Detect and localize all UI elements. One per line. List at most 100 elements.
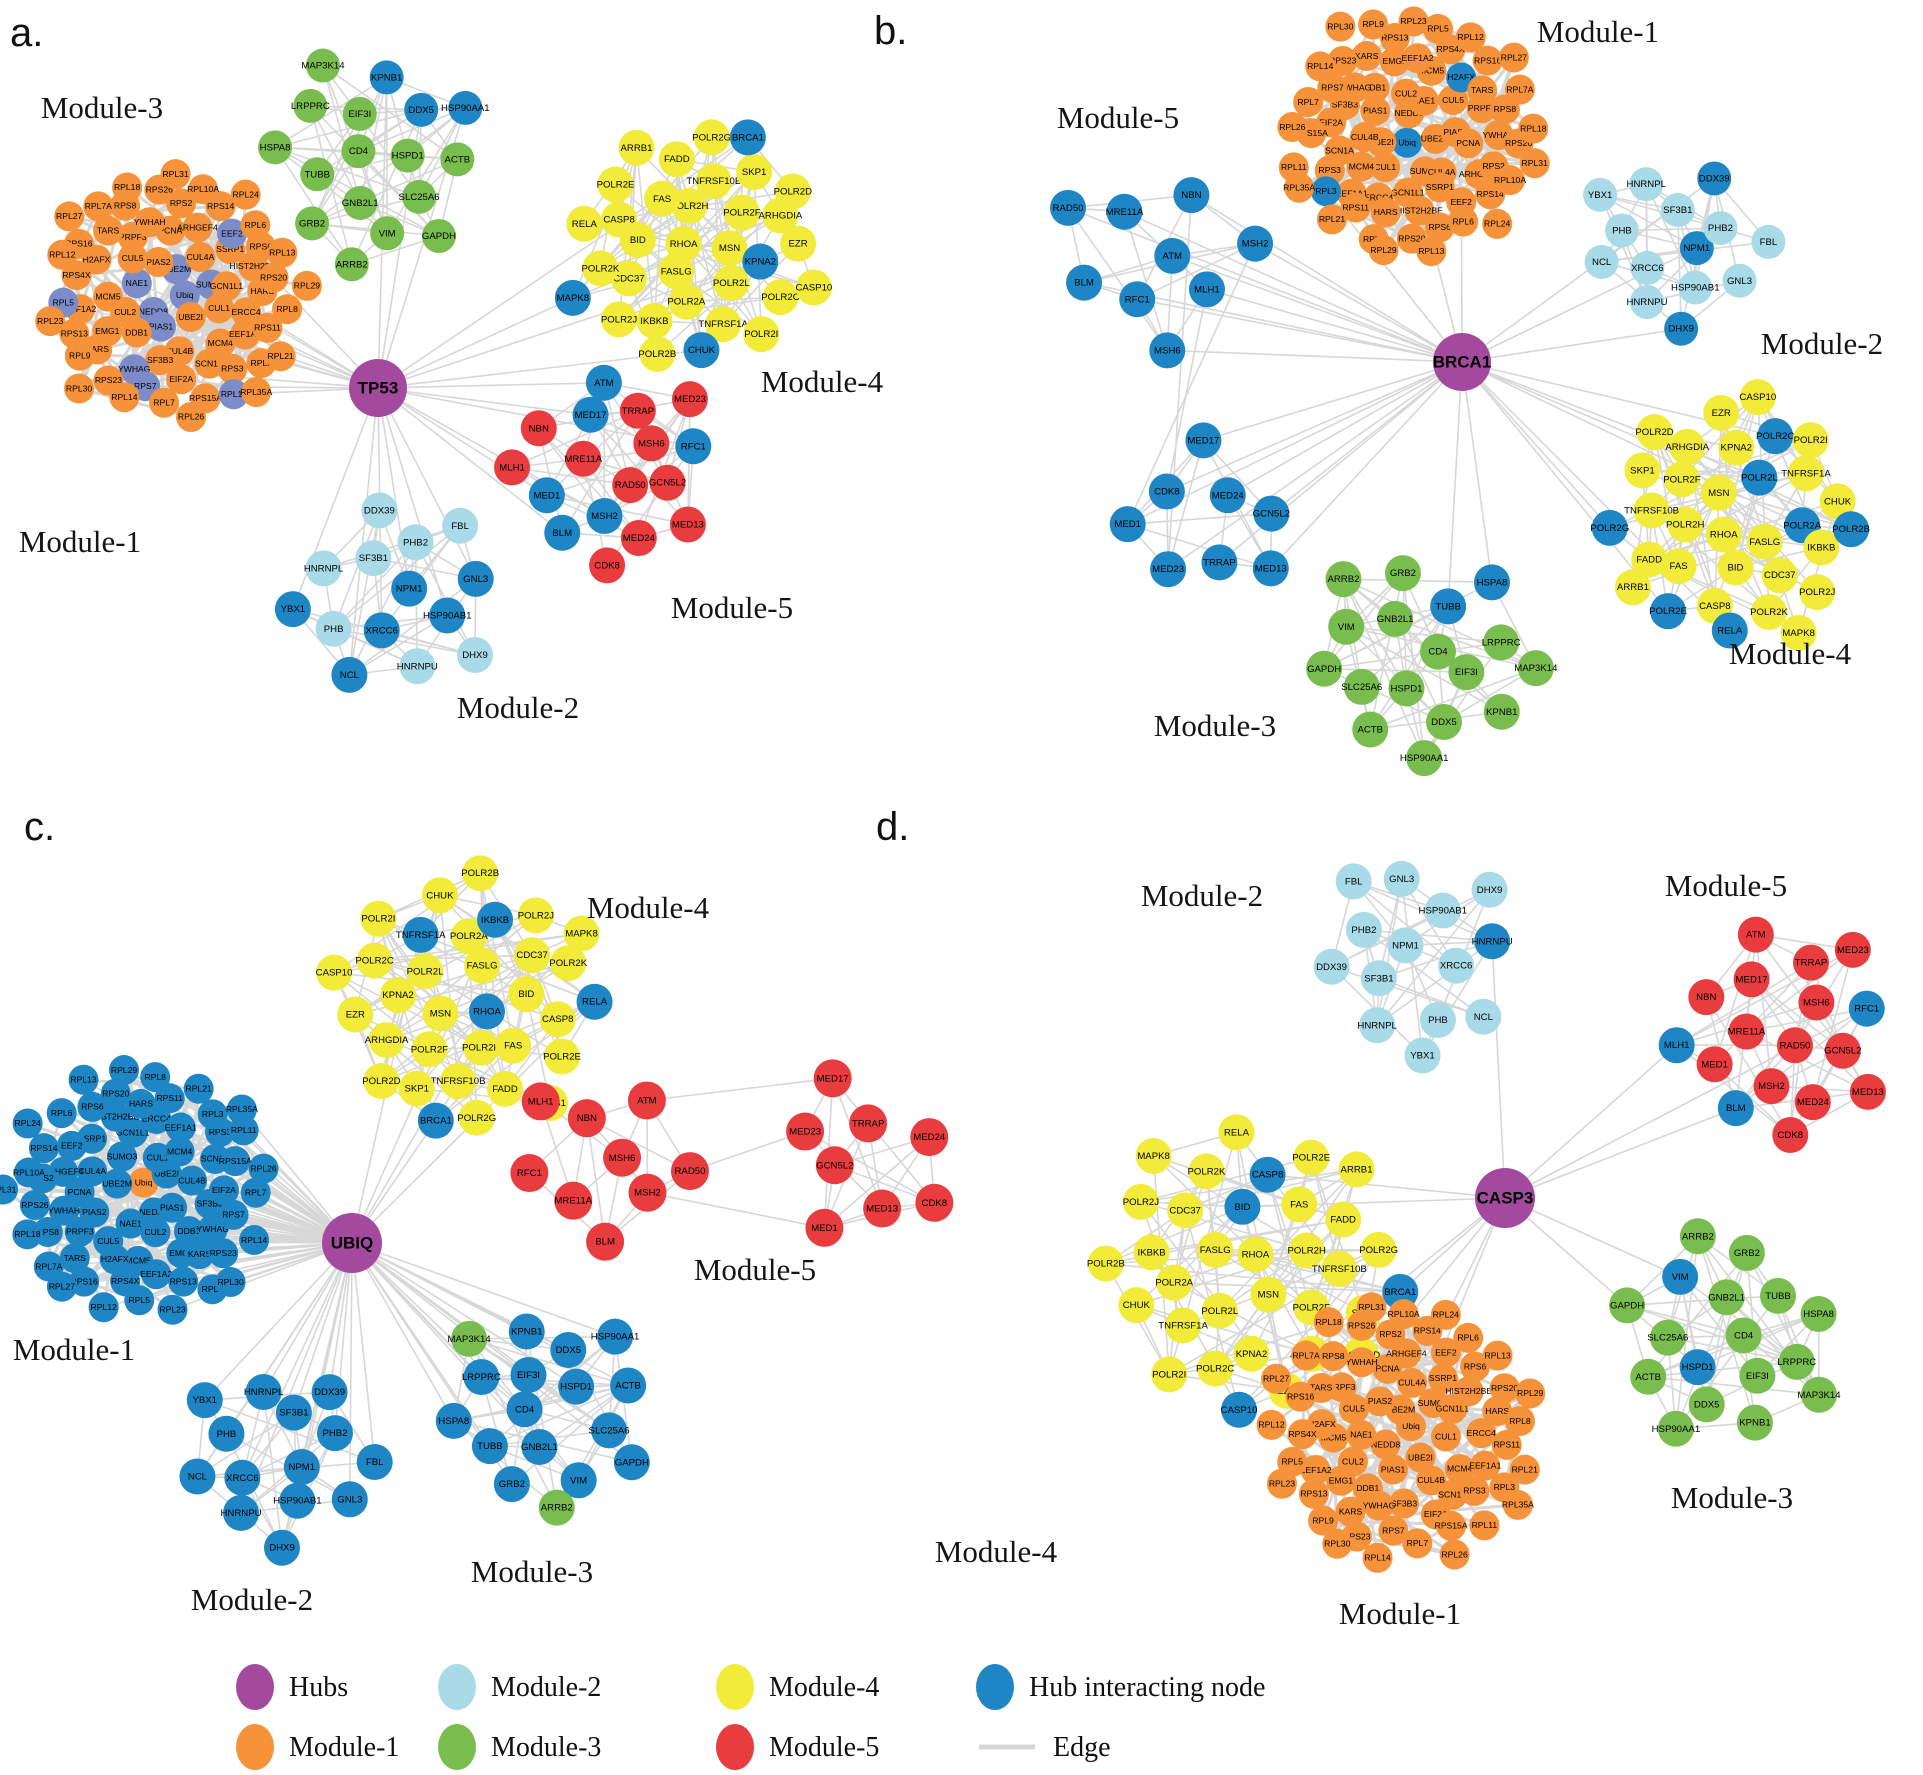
hub-CASP3[interactable] — [1475, 1168, 1535, 1228]
node-RPS4X[interactable] — [1287, 1419, 1318, 1450]
node-HARS[interactable] — [1370, 197, 1401, 228]
node-MSH6[interactable] — [633, 425, 670, 462]
node-HSPA8[interactable] — [1473, 564, 1510, 601]
node-CASP10[interactable] — [1739, 379, 1776, 416]
node-POLR2I[interactable] — [360, 900, 397, 937]
node-CDK8[interactable] — [1772, 1116, 1809, 1153]
node-RPL13[interactable] — [1416, 236, 1447, 267]
node-RPS15A[interactable] — [220, 1146, 251, 1177]
node-POLR2H[interactable] — [671, 187, 708, 224]
node-CHUK[interactable] — [1118, 1287, 1155, 1324]
node-MSN[interactable] — [422, 995, 459, 1032]
node-TRRAP[interactable] — [1793, 944, 1830, 981]
node-HSPD1[interactable] — [1679, 1349, 1716, 1386]
node-RPS7[interactable] — [218, 1199, 249, 1230]
node-RPL35A[interactable] — [241, 377, 272, 408]
node-DDX39[interactable] — [1697, 161, 1732, 196]
node-SF3B3[interactable] — [145, 345, 176, 376]
node-POLR2B[interactable] — [639, 335, 676, 372]
node-RPL26[interactable] — [1439, 1539, 1470, 1570]
node-POLR2K[interactable] — [582, 250, 619, 287]
node-RPL11[interactable] — [1469, 1510, 1500, 1541]
node-RPL31[interactable] — [1356, 1292, 1387, 1323]
node-MAP3K14[interactable] — [1801, 1376, 1838, 1413]
node-TNFRSF1A[interactable] — [1787, 455, 1824, 492]
node-RPL24[interactable] — [1430, 1299, 1461, 1330]
node-IKBKB[interactable] — [1803, 529, 1840, 566]
node-PCNA[interactable] — [1453, 128, 1484, 159]
node-FBL[interactable] — [1335, 863, 1372, 900]
node-YBX1[interactable] — [1404, 1037, 1441, 1074]
node-ARRB1[interactable] — [1614, 569, 1651, 606]
node-EIF3I[interactable] — [1448, 654, 1485, 691]
node-MAPK8[interactable] — [1135, 1137, 1172, 1174]
hub-UBIQ[interactable] — [322, 1213, 382, 1273]
node-RELA[interactable] — [566, 205, 603, 242]
node-MED23[interactable] — [786, 1112, 825, 1151]
node-POLR2E[interactable] — [1293, 1139, 1330, 1176]
node-BLM[interactable] — [544, 514, 581, 551]
node-CDK8[interactable] — [589, 547, 626, 584]
node-CD4[interactable] — [1420, 633, 1457, 670]
node-NBN[interactable] — [1173, 177, 1210, 214]
node-RAD50[interactable] — [670, 1152, 709, 1191]
node-HIST2H2BE[interactable] — [100, 1101, 131, 1132]
node-XRCC6[interactable] — [1438, 947, 1475, 984]
node-KPNB1[interactable] — [1483, 693, 1520, 730]
node-KPNA2[interactable] — [380, 977, 417, 1014]
node-RPS3[interactable] — [217, 353, 248, 384]
node-RFC1[interactable] — [510, 1154, 549, 1193]
node-PHB2[interactable] — [1703, 211, 1738, 246]
node-ARRB1[interactable] — [618, 129, 655, 166]
node-HARS[interactable] — [1482, 1396, 1513, 1427]
node-GCN5L2[interactable] — [1824, 1032, 1861, 1069]
node-RPL30[interactable] — [64, 373, 95, 404]
node-RPL12[interactable] — [88, 1292, 119, 1323]
node-RPL13[interactable] — [267, 237, 298, 268]
node-KPNB1[interactable] — [508, 1313, 545, 1350]
node-POLR2A[interactable] — [1156, 1264, 1193, 1301]
node-TUBB[interactable] — [1760, 1277, 1797, 1314]
node-MRE11A[interactable] — [554, 1181, 593, 1220]
node-HSP90AB1[interactable] — [429, 597, 466, 634]
node-RPS16[interactable] — [1285, 1381, 1316, 1412]
node-TRRAP[interactable] — [1201, 544, 1238, 581]
node-DDX39[interactable] — [361, 492, 398, 529]
node-EZR[interactable] — [337, 996, 374, 1033]
node-RPL7A[interactable] — [1504, 74, 1535, 105]
node-NAE1[interactable] — [121, 268, 152, 299]
node-RPL3[interactable] — [1310, 176, 1341, 207]
node-ARHGEF4[interactable] — [182, 212, 213, 243]
node-SKP1[interactable] — [736, 154, 773, 191]
node-RHOA[interactable] — [1705, 516, 1742, 553]
node-RPL3[interactable] — [197, 1099, 228, 1130]
node-NCL[interactable] — [1465, 998, 1502, 1035]
node-DDX5[interactable] — [1425, 704, 1462, 741]
node-RPL8[interactable] — [1504, 1405, 1535, 1436]
node-PHB2[interactable] — [397, 524, 434, 561]
node-CDC37[interactable] — [610, 260, 647, 297]
node-MRE11A[interactable] — [1106, 193, 1143, 230]
node-RPL12[interactable] — [1455, 22, 1486, 53]
node-GCN5L2[interactable] — [1253, 495, 1290, 532]
node-PHB[interactable] — [1419, 1002, 1456, 1039]
node-RPL31[interactable] — [0, 1174, 19, 1205]
node-TNFRSF1A[interactable] — [1165, 1307, 1202, 1344]
node-RPL27[interactable] — [1498, 42, 1529, 73]
node-RPL26[interactable] — [176, 401, 207, 432]
node-CUL4B[interactable] — [177, 1165, 208, 1196]
node-RAD50[interactable] — [1050, 189, 1087, 226]
node-RPL9[interactable] — [1358, 9, 1389, 40]
node-RPL7[interactable] — [149, 387, 180, 418]
node-HNRNPU[interactable] — [1474, 923, 1511, 960]
node-RPL24[interactable] — [1482, 208, 1513, 239]
node-GRB2[interactable] — [295, 206, 330, 241]
node-CHUK[interactable] — [421, 877, 458, 914]
node-CUL4B[interactable] — [1349, 122, 1380, 153]
node-PHB[interactable] — [1604, 213, 1639, 248]
node-DHX9[interactable] — [1471, 871, 1508, 908]
node-RPL10A[interactable] — [13, 1157, 44, 1188]
node-RFC1[interactable] — [675, 428, 712, 465]
node-ACTB[interactable] — [440, 142, 475, 177]
node-POLR2J[interactable] — [601, 301, 638, 338]
